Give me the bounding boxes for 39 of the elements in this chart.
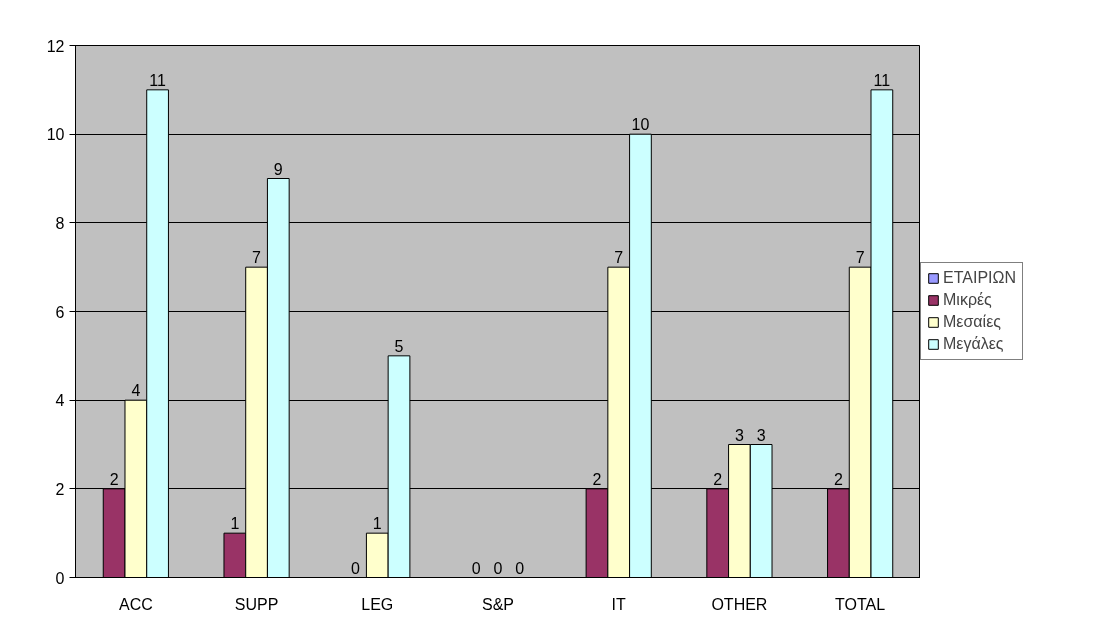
x-tick-label: OTHER bbox=[711, 595, 768, 613]
data-label: 11 bbox=[149, 71, 166, 89]
data-label: 0 bbox=[515, 559, 525, 577]
data-label: 1 bbox=[372, 515, 382, 533]
data-label: 7 bbox=[855, 249, 865, 267]
data-label: 0 bbox=[493, 559, 503, 577]
data-label: 2 bbox=[592, 470, 602, 488]
data-label: 2 bbox=[833, 470, 843, 488]
x-tick-label: IT bbox=[611, 595, 627, 613]
y-tick-label: 0 bbox=[55, 569, 65, 587]
y-tick-label: 8 bbox=[55, 214, 65, 232]
x-tick-label: TOTAL bbox=[835, 595, 886, 613]
y-tick-label: 12 bbox=[46, 37, 65, 55]
x-tick-label: ACC bbox=[118, 595, 153, 613]
x-tick-label: S&P bbox=[481, 595, 515, 613]
x-tick-label: SUPP bbox=[234, 595, 279, 613]
y-tick-label: 6 bbox=[55, 303, 65, 321]
data-label: 1 bbox=[230, 515, 240, 533]
y-tick-label: 10 bbox=[46, 126, 65, 144]
y-tick-label: 4 bbox=[55, 392, 65, 410]
data-label: 2 bbox=[109, 470, 119, 488]
data-label: 0 bbox=[471, 559, 481, 577]
data-label: 9 bbox=[273, 160, 283, 178]
data-label: 2 bbox=[713, 470, 723, 488]
legend-label: Μεγάλες bbox=[943, 335, 1004, 353]
data-label: 3 bbox=[756, 426, 766, 444]
y-tick-label: 2 bbox=[55, 480, 65, 498]
data-label: 7 bbox=[252, 249, 262, 267]
data-label: 0 bbox=[351, 559, 361, 577]
data-label: 11 bbox=[873, 71, 891, 89]
x-tick-label: LEG bbox=[361, 595, 394, 613]
data-label: 10 bbox=[631, 116, 650, 134]
legend-label: Μικρές bbox=[943, 291, 992, 309]
legend-label: ΕΤΑΙΡΙΩΝ bbox=[943, 269, 1017, 287]
data-label: 3 bbox=[734, 426, 744, 444]
data-label: 7 bbox=[614, 249, 624, 267]
data-label: 4 bbox=[131, 382, 141, 400]
legend-label: Μεσαίες bbox=[943, 313, 1001, 331]
data-label: 5 bbox=[394, 337, 404, 355]
